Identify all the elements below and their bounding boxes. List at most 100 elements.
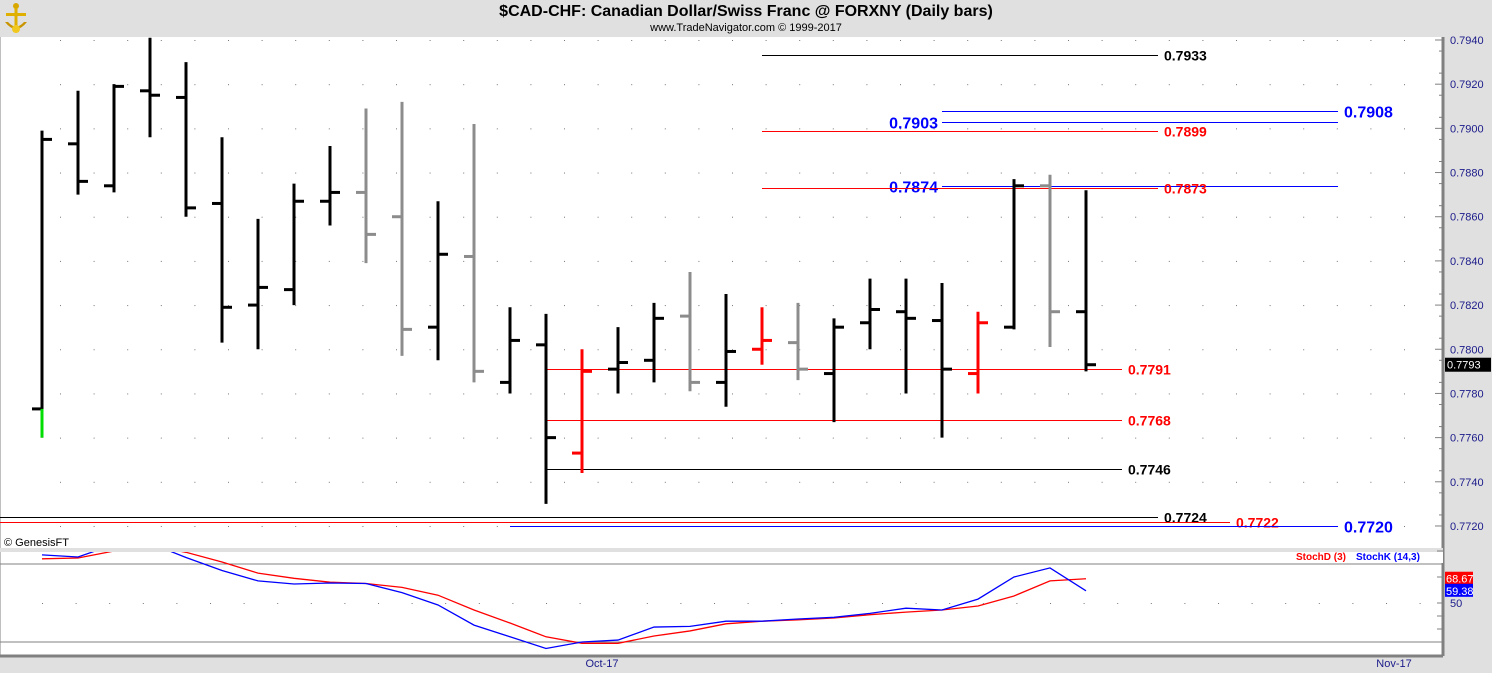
grid-dot (194, 525, 196, 527)
grid-dot (530, 172, 532, 174)
grid-dot (564, 305, 565, 307)
grid-dot (933, 84, 935, 86)
last-price-label: 0.7793 (1447, 360, 1481, 372)
grid-dot (597, 481, 599, 483)
grid-dot (698, 305, 700, 307)
grid-dot (866, 216, 868, 218)
grid-dot (362, 84, 364, 86)
grid-dot (1404, 260, 1405, 262)
grid-dot (160, 40, 162, 41)
grid-dot (295, 305, 297, 307)
grid-dot (1034, 481, 1036, 483)
grid-dot (1135, 216, 1137, 218)
grid-dot (1202, 481, 1204, 483)
stochastic-panel (0, 552, 1443, 655)
grid-dot (1168, 349, 1170, 351)
grid-dot (933, 40, 935, 41)
grid-dot (900, 481, 901, 483)
grid-dot (127, 393, 129, 395)
grid-dot (429, 349, 431, 351)
chart-header: $CAD-CHF: Canadian Dollar/Swiss Franc @ … (0, 0, 1492, 37)
grid-dot (1236, 481, 1237, 483)
grid-dot (378, 603, 379, 604)
grid-dot (866, 349, 868, 351)
grid-dot (967, 172, 969, 174)
last-price-box (1445, 357, 1491, 372)
grid-dot (900, 216, 901, 218)
grid-dot (1101, 172, 1103, 174)
grid-dot (1068, 128, 1069, 130)
grid-dot (93, 437, 95, 439)
y-tick-label: 0.7800 (1450, 344, 1484, 356)
grid-dot (714, 603, 715, 604)
grid-dot (1135, 393, 1137, 395)
grid-dot (160, 393, 162, 395)
grid-dot (799, 128, 801, 130)
grid-dot (1202, 84, 1204, 86)
grid-dot (1303, 260, 1305, 262)
grid-dot (396, 40, 397, 41)
grid-dot (1168, 84, 1170, 86)
grid-dot (832, 437, 834, 439)
grid-dot (967, 305, 969, 307)
grid-dot (832, 481, 834, 483)
grid-dot (698, 349, 700, 351)
level-label: 0.7722 (1236, 515, 1279, 531)
grid-dot (1000, 84, 1002, 86)
grid-dot (597, 260, 599, 262)
grid-dot (631, 172, 633, 174)
grid-dot (228, 349, 229, 351)
grid-dot (228, 260, 229, 262)
grid-dot (1404, 525, 1405, 527)
grid-dot (1168, 40, 1170, 41)
grid-dot (814, 603, 816, 604)
grid-dot (1269, 305, 1271, 307)
grid-dot (530, 216, 532, 218)
grid-dot (328, 349, 330, 351)
legend-stochd: StochD (3) (1296, 552, 1346, 563)
grid-dot (478, 603, 480, 604)
y-tick-label: 0.7920 (1450, 79, 1484, 91)
grid-dot (463, 172, 465, 174)
grid-dot (1068, 216, 1069, 218)
grid-dot (1150, 603, 1152, 604)
grid-dot (1236, 437, 1237, 439)
grid-dot (295, 437, 297, 439)
grid-dot (799, 216, 801, 218)
grid-dot (597, 216, 599, 218)
grid-dot (866, 84, 868, 86)
grid-dot (1336, 349, 1338, 351)
grid-dot (160, 216, 162, 218)
grid-dot (1251, 603, 1253, 604)
y-tick-label: 0.7820 (1450, 300, 1484, 312)
grid-dot (1034, 128, 1036, 130)
grid-dot (1068, 40, 1069, 41)
ohlc-bar (860, 278, 880, 350)
grid-dot (1404, 216, 1405, 218)
stoch-value-box (1445, 571, 1473, 585)
grid-dot (1202, 260, 1204, 262)
grid-dot (1168, 481, 1170, 483)
grid-dot (967, 128, 969, 130)
y-tick-label: 0.7940 (1450, 35, 1484, 47)
grid-dot (396, 393, 397, 395)
grid-dot (160, 349, 162, 351)
grid-dot (295, 349, 297, 351)
grid-dot (93, 172, 95, 174)
grid-dot (127, 128, 129, 130)
grid-dot (564, 437, 565, 439)
grid-dot (799, 481, 801, 483)
grid-dot (1068, 437, 1069, 439)
grid-dot (463, 305, 465, 307)
grid-dot (530, 393, 532, 395)
grid-dot (1370, 260, 1372, 262)
grid-dot (765, 481, 767, 483)
grid-dot (564, 128, 565, 130)
grid-dot (127, 349, 129, 351)
grid-dot (732, 172, 733, 174)
grid-dot (1303, 84, 1305, 86)
grid-dot (597, 393, 599, 395)
grid-dot (194, 216, 196, 218)
ohlc-bar (464, 123, 484, 383)
